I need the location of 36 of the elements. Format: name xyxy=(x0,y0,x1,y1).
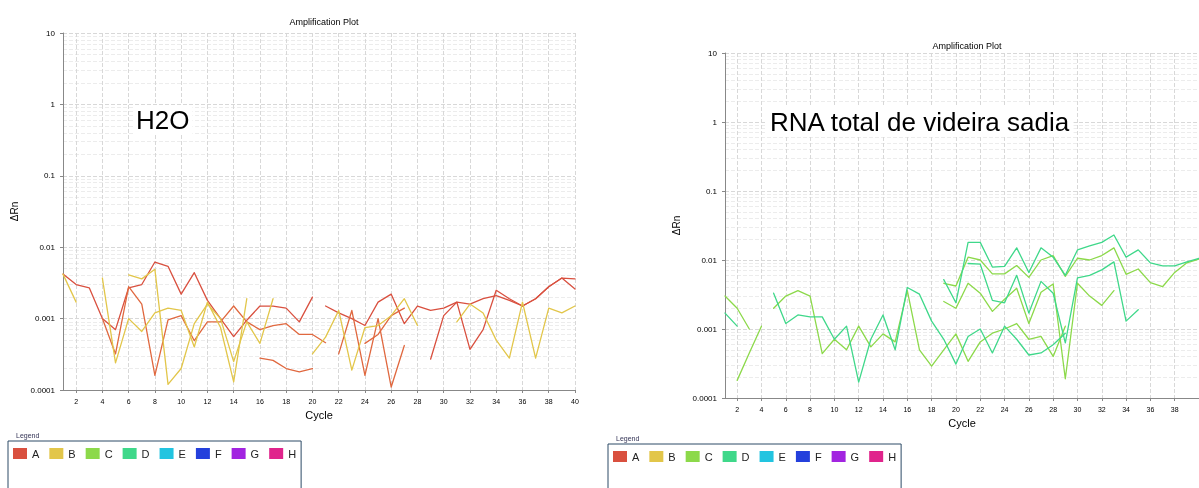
y-tick-label: 10 xyxy=(708,48,718,58)
legend-label: E xyxy=(778,450,786,463)
legend-label: A xyxy=(632,450,640,463)
x-axis-title: Cycle xyxy=(305,409,333,422)
legend-label: H xyxy=(888,450,897,463)
legend-label: A xyxy=(32,447,40,460)
y-tick-label: 0.0001 xyxy=(692,393,718,403)
y-axis-title: ΔRn xyxy=(9,201,21,222)
legend-label: G xyxy=(850,450,860,463)
y-tick-label: 1 xyxy=(50,99,56,109)
y-tick-label: 0.01 xyxy=(39,242,56,252)
legend-label: F xyxy=(214,447,222,460)
legend-label: D xyxy=(741,450,750,463)
legend-label: C xyxy=(704,450,713,463)
y-tick-label: 0.001 xyxy=(34,314,56,324)
y-tick-label: 0.0001 xyxy=(30,385,56,395)
y-tick-label: 0.1 xyxy=(43,171,56,181)
legend-label: H xyxy=(288,447,297,460)
legend-label: G xyxy=(250,447,260,460)
y-axis-title: ΔRn xyxy=(671,215,683,236)
legend-label: D xyxy=(141,447,150,460)
legend-label: F xyxy=(814,450,822,463)
chart-title: Amplification Plot xyxy=(289,16,360,27)
annotation: H2O xyxy=(136,105,190,135)
legend-label: B xyxy=(668,450,676,463)
legend-label: E xyxy=(178,447,186,460)
x-axis-title: Cycle xyxy=(948,417,976,430)
annotation: RNA total de videira sadia xyxy=(770,107,1070,137)
legend-label: B xyxy=(68,447,76,460)
chart-title: Amplification Plot xyxy=(932,40,1003,51)
y-tick-label: 0.001 xyxy=(696,324,718,334)
y-tick-label: 10 xyxy=(46,28,56,38)
legend-label: C xyxy=(104,447,113,460)
y-tick-label: 0.01 xyxy=(701,255,718,265)
y-tick-label: 1 xyxy=(712,117,718,127)
y-tick-label: 0.1 xyxy=(705,186,718,196)
